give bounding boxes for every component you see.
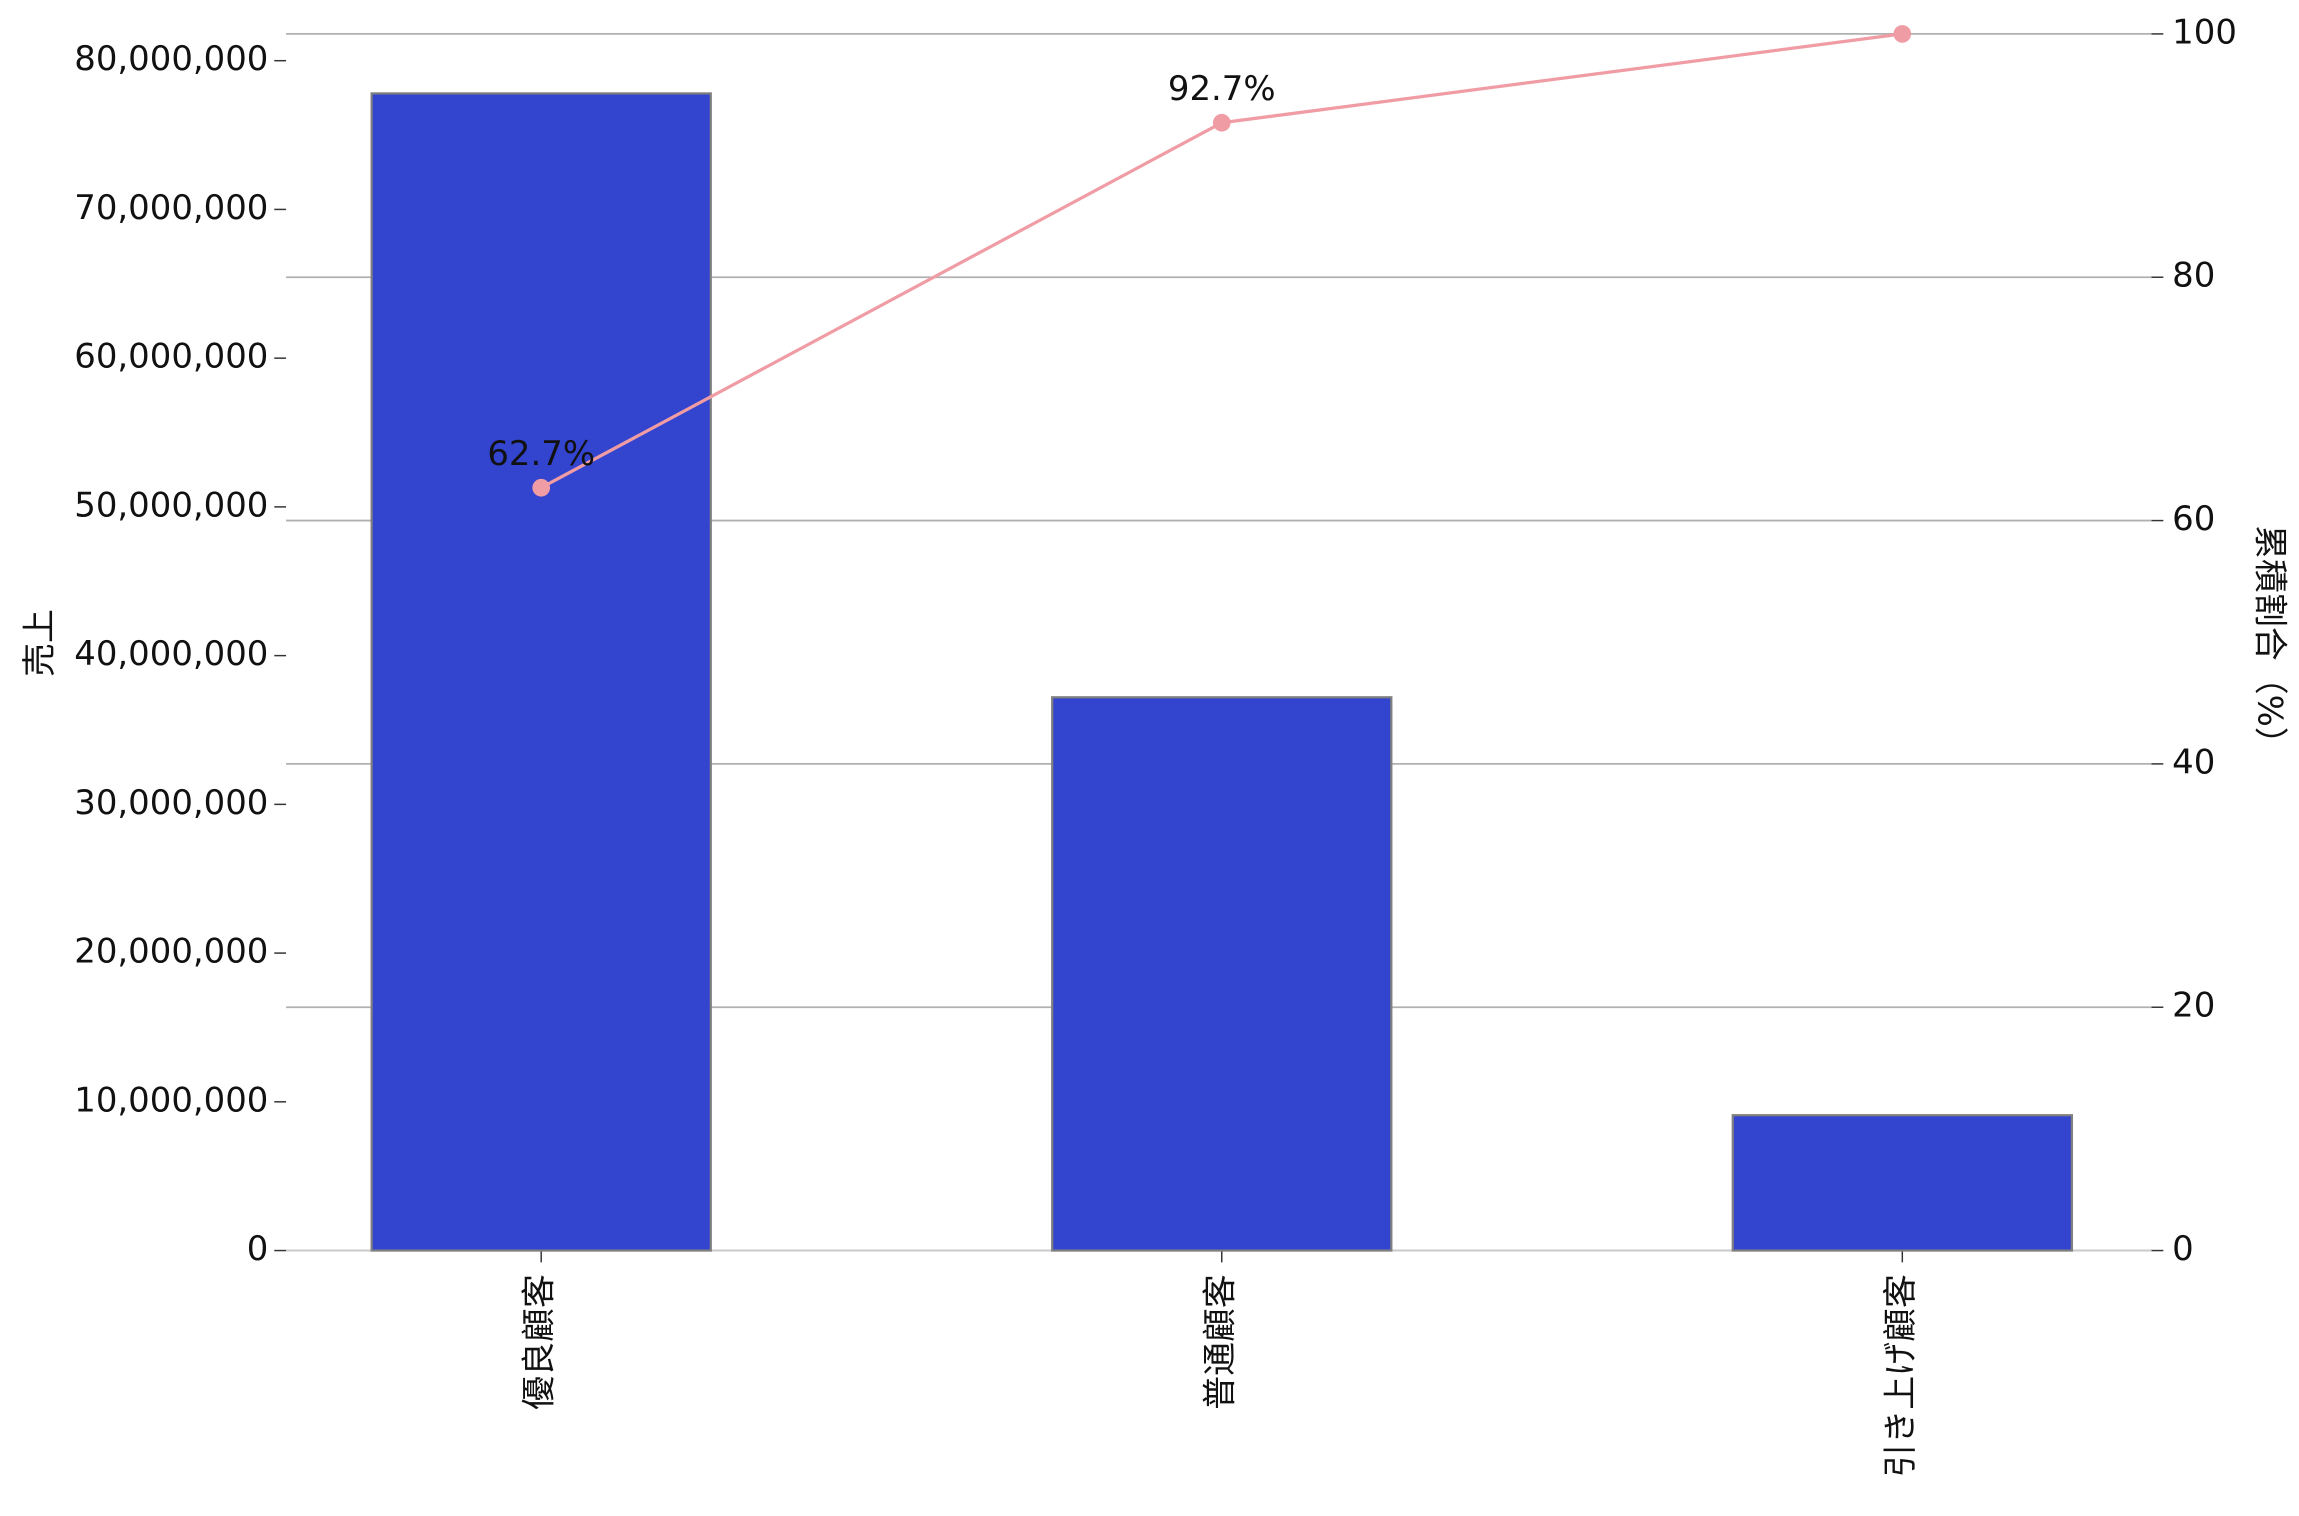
y2-tick-label: 100 [2172, 12, 2237, 51]
data-label: 62.7% [487, 434, 595, 473]
y2-tick-label: 20 [2172, 986, 2215, 1025]
x-tick-label: 優良顧客 [520, 1274, 559, 1410]
y-tick-label: 20,000,000 [74, 932, 268, 971]
y2-tick-label: 0 [2172, 1229, 2194, 1268]
line-point [532, 478, 551, 497]
x-tick-label: 普通顧客 [1200, 1274, 1239, 1410]
bar [1051, 696, 1393, 1252]
y2-tick-label: 40 [2172, 742, 2215, 781]
y-tick-label: 30,000,000 [74, 783, 268, 822]
x-tick-label: 引き上げ顧客 [1881, 1274, 1920, 1477]
line-point [1212, 113, 1231, 132]
y-axis-label: 売上 [20, 609, 59, 677]
y2-axis-label: 累積割合（%） [2251, 525, 2290, 761]
data-label: 92.7% [1168, 69, 1276, 108]
y2-tick-label: 80 [2172, 256, 2215, 295]
line-point [1893, 25, 1912, 43]
y-tick-label: 0 [247, 1229, 269, 1268]
y-tick-label: 60,000,000 [74, 337, 268, 376]
y2-tick-label: 60 [2172, 499, 2215, 538]
y-tick-label: 80,000,000 [74, 39, 268, 78]
y-tick-label: 70,000,000 [74, 188, 268, 227]
y-tick-label: 40,000,000 [74, 634, 268, 673]
y-tick-label: 10,000,000 [74, 1080, 268, 1119]
y-tick-label: 50,000,000 [74, 485, 268, 524]
bar [1731, 1114, 2074, 1252]
bar [370, 92, 712, 1252]
